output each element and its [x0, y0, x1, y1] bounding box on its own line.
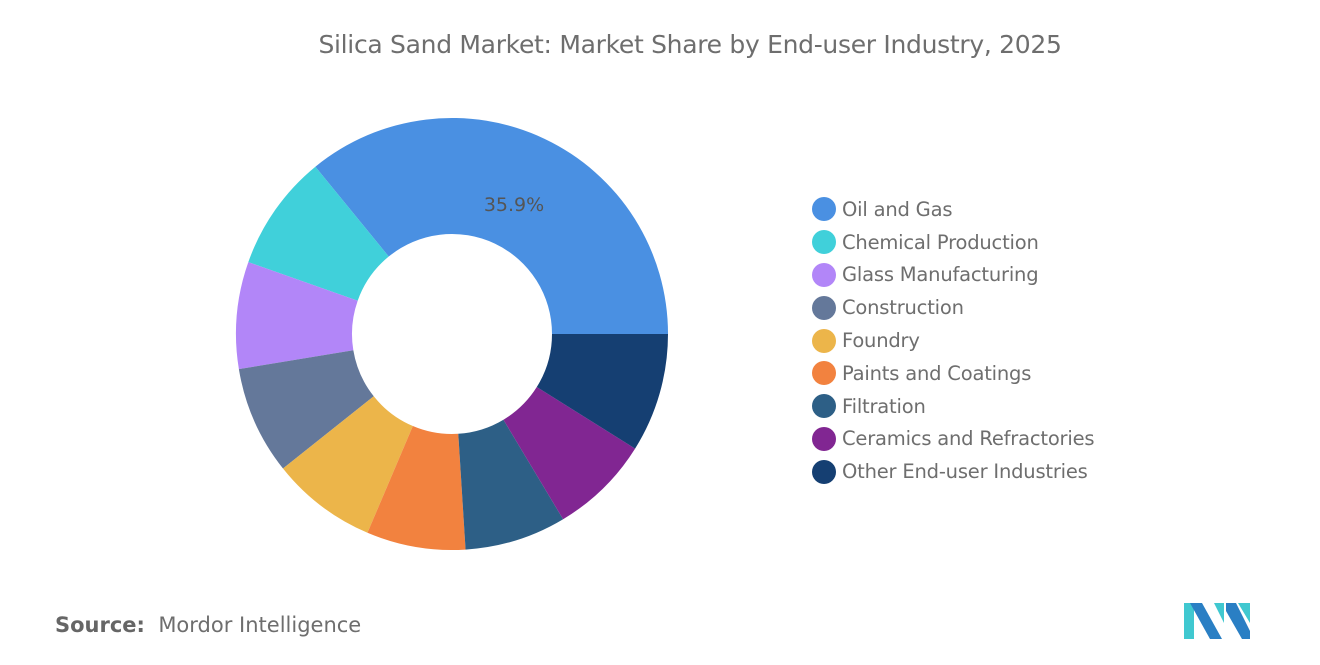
slice-filtration: [458, 419, 564, 550]
legend: Oil and Gas Chemical Production Glass Manu…: [812, 193, 1095, 488]
legend-item: Foundry: [812, 324, 1094, 357]
legend-label: Filtration: [842, 394, 926, 418]
slice-glass-manufacturing: [236, 262, 358, 370]
legend-swatch: [812, 230, 836, 255]
legend-swatch: [812, 328, 836, 353]
source-value: Mordor Intelligence: [158, 613, 362, 637]
legend-label: Glass Manufacturing: [842, 263, 1039, 287]
legend-label: Other End-user Industries: [842, 460, 1088, 484]
legend-swatch: [812, 361, 836, 386]
slice-foundry: [283, 396, 413, 533]
legend-label: Paints and Coatings: [842, 361, 1032, 385]
legend-swatch: [812, 459, 836, 484]
chart-title: Silica Sand Market: Market Share by End-…: [318, 30, 1062, 59]
legend-swatch: [812, 295, 836, 320]
legend-swatch: [812, 426, 836, 451]
legend-swatch: [812, 197, 836, 222]
legend-item: Paints and Coatings: [812, 357, 1094, 390]
legend-swatch: [812, 262, 836, 287]
slice-chemical-production: [248, 166, 389, 301]
legend-label: Chemical Production: [842, 230, 1039, 254]
legend-label: Foundry: [842, 329, 920, 353]
legend-item: Chemical Production: [812, 226, 1094, 259]
source-label: Source:: [55, 613, 145, 637]
legend-label: Oil and Gas: [842, 197, 953, 221]
slice-ceramics-and-refractories: [503, 387, 636, 520]
slice-construction: [238, 350, 374, 469]
legend-label: Ceramics and Refractories: [842, 427, 1095, 451]
source-note: Source: Mordor Intelligence: [55, 613, 361, 637]
legend-label: Construction: [842, 296, 964, 320]
legend-item: Oil and Gas: [812, 193, 1094, 226]
data-label: 35.9%: [484, 194, 544, 216]
legend-item: Ceramics and Refractories: [812, 423, 1095, 456]
legend-item: Other End-user Industries: [812, 455, 1094, 488]
slice-other-end-user-industries: [536, 334, 668, 449]
mordor-logo: [1184, 603, 1250, 639]
legend-item: Filtration: [812, 390, 1094, 423]
legend-item: Glass Manufacturing: [812, 259, 1094, 292]
legend-item: Construction: [812, 291, 1094, 324]
slice-paints-and-coatings: [367, 426, 466, 550]
legend-swatch: [812, 394, 836, 419]
slice-oil-and-gas: [315, 117, 668, 334]
